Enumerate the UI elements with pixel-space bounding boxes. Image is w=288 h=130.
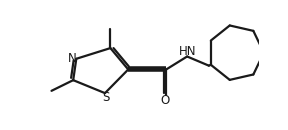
Text: O: O	[160, 94, 169, 107]
Text: N: N	[67, 52, 76, 65]
Text: S: S	[102, 91, 109, 104]
Text: HN: HN	[179, 45, 196, 58]
